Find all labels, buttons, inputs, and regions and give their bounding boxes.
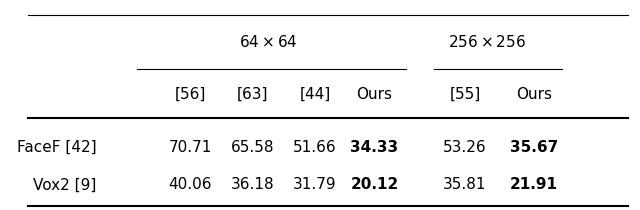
Text: 70.71: 70.71 [168, 139, 212, 155]
Text: [55]: [55] [449, 87, 481, 102]
Text: 20.12: 20.12 [350, 177, 399, 192]
Text: Ours: Ours [356, 87, 392, 102]
Text: 53.26: 53.26 [444, 139, 487, 155]
Text: 35.67: 35.67 [509, 139, 558, 155]
Text: $64 \times 64$: $64 \times 64$ [239, 34, 298, 50]
Text: 34.33: 34.33 [350, 139, 399, 155]
Text: $256 \times 256$: $256 \times 256$ [448, 34, 526, 50]
Text: [56]: [56] [175, 87, 206, 102]
Text: 35.81: 35.81 [444, 177, 487, 192]
Text: [44]: [44] [300, 87, 331, 102]
Text: 36.18: 36.18 [231, 177, 275, 192]
Text: 31.79: 31.79 [293, 177, 337, 192]
Text: [63]: [63] [237, 87, 268, 102]
Text: 21.91: 21.91 [510, 177, 558, 192]
Text: Vox2 [9]: Vox2 [9] [33, 177, 97, 192]
Text: 65.58: 65.58 [231, 139, 275, 155]
Text: 51.66: 51.66 [293, 139, 337, 155]
Text: 40.06: 40.06 [168, 177, 212, 192]
Text: Ours: Ours [516, 87, 552, 102]
Text: FaceF [42]: FaceF [42] [17, 139, 97, 155]
